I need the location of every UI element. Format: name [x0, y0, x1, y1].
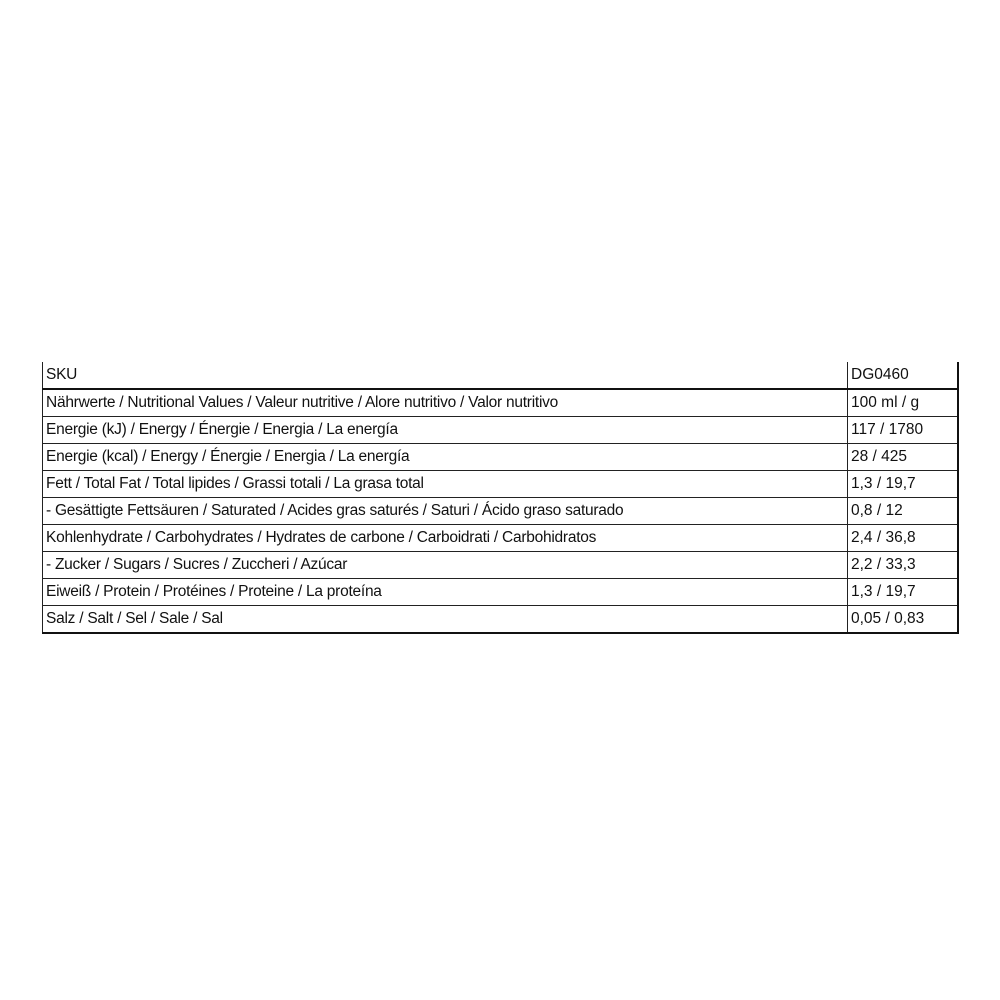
nutrient-label: Energie (kJ) / Energy / Énergie / Energi…	[42, 416, 848, 444]
nutrient-value: 1,3 / 19,7	[847, 470, 959, 498]
nutrient-label: - Gesättigte Fettsäuren / Saturated / Ac…	[42, 497, 848, 525]
nutrient-value: 0,05 / 0,83	[847, 605, 959, 634]
nutrient-label: Kohlenhydrate / Carbohydrates / Hydrates…	[42, 524, 848, 552]
nutrient-value: 0,8 / 12	[847, 497, 959, 525]
table-row: Energie (kJ) / Energy / Énergie / Energi…	[42, 416, 959, 444]
table-row: Nährwerte / Nutritional Values / Valeur …	[42, 389, 959, 417]
table-row: Kohlenhydrate / Carbohydrates / Hydrates…	[42, 524, 959, 552]
nutrient-value: 100 ml / g	[847, 389, 959, 417]
nutrient-value: 117 / 1780	[847, 416, 959, 444]
sku-value: DG0460	[847, 362, 959, 390]
table-row: Energie (kcal) / Energy / Énergie / Ener…	[42, 443, 959, 471]
nutrient-value: 1,3 / 19,7	[847, 578, 959, 606]
nutrition-table: SKU DG0460 Nährwerte / Nutritional Value…	[42, 362, 959, 634]
table-row: Eiweiß / Protein / Protéines / Proteine …	[42, 578, 959, 606]
table-row: - Gesättigte Fettsäuren / Saturated / Ac…	[42, 497, 959, 525]
nutrient-value: 2,4 / 36,8	[847, 524, 959, 552]
table-row: Fett / Total Fat / Total lipides / Grass…	[42, 470, 959, 498]
nutrient-label: Eiweiß / Protein / Protéines / Proteine …	[42, 578, 848, 606]
nutrient-value: 2,2 / 33,3	[847, 551, 959, 579]
nutrient-value: 28 / 425	[847, 443, 959, 471]
nutrient-label: Nährwerte / Nutritional Values / Valeur …	[42, 389, 848, 417]
table-row: - Zucker / Sugars / Sucres / Zuccheri / …	[42, 551, 959, 579]
sku-label: SKU	[42, 362, 848, 390]
nutrient-label: Fett / Total Fat / Total lipides / Grass…	[42, 470, 848, 498]
sku-row: SKU DG0460	[42, 362, 959, 390]
nutrient-label: Salz / Salt / Sel / Sale / Sal	[42, 605, 848, 634]
nutrient-label: - Zucker / Sugars / Sucres / Zuccheri / …	[42, 551, 848, 579]
nutrient-label: Energie (kcal) / Energy / Énergie / Ener…	[42, 443, 848, 471]
table-row: Salz / Salt / Sel / Sale / Sal 0,05 / 0,8…	[42, 605, 959, 634]
